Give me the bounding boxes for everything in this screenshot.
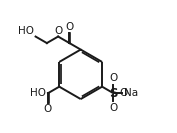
Text: O: O xyxy=(44,104,52,114)
Text: HO: HO xyxy=(18,26,34,36)
Text: Na: Na xyxy=(124,88,138,97)
Text: O: O xyxy=(65,22,73,32)
Text: O: O xyxy=(109,73,118,83)
Text: HO: HO xyxy=(30,88,46,98)
Text: O: O xyxy=(119,88,127,98)
Text: O: O xyxy=(109,103,118,113)
Text: S: S xyxy=(109,87,118,100)
Text: O: O xyxy=(54,26,62,36)
